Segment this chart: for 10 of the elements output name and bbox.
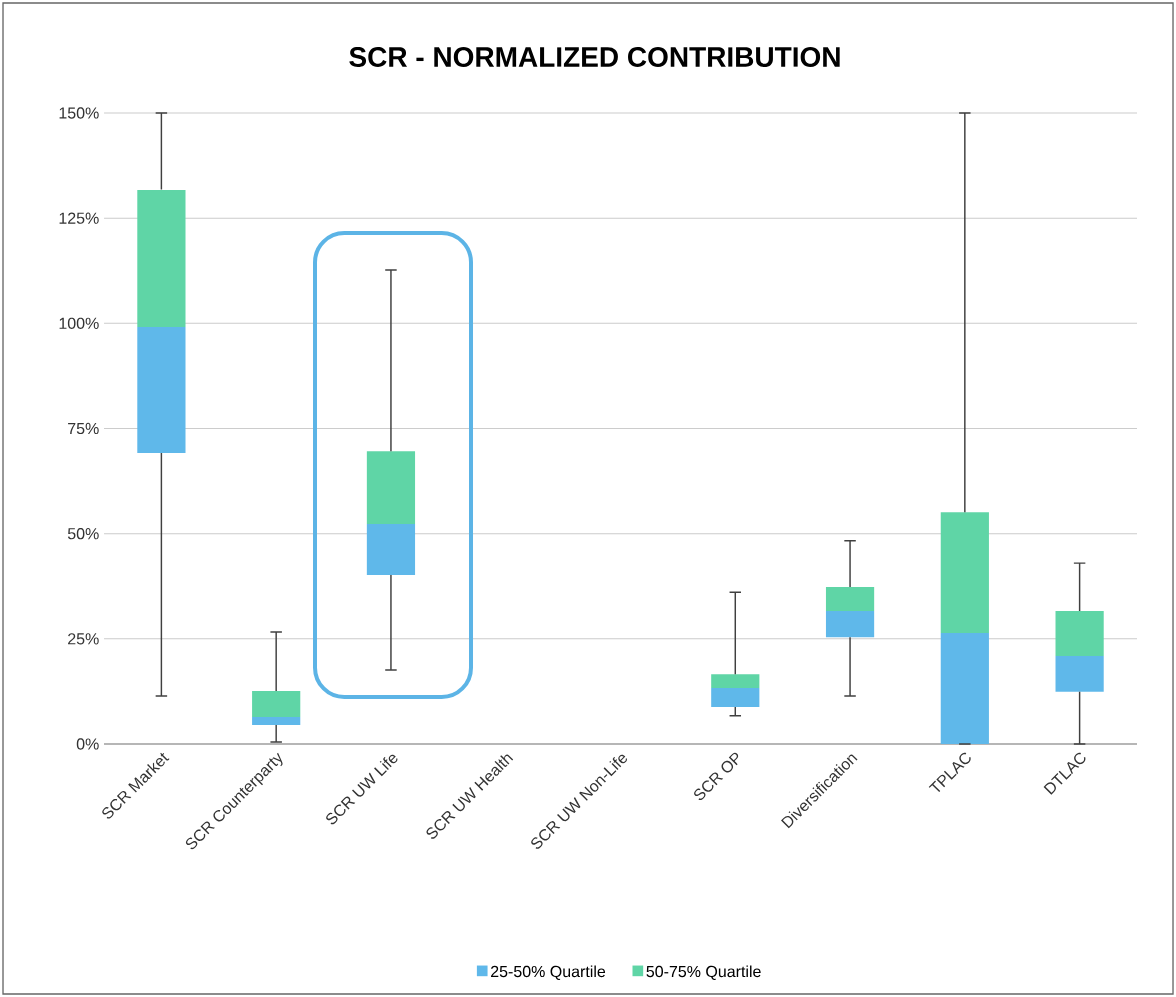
y-tick-label: 75% — [68, 422, 99, 435]
y-tick-label: 125% — [59, 212, 99, 224]
y-tick-label: 100% — [59, 317, 99, 329]
y-tick-label: 25% — [68, 633, 99, 645]
y-tick-label: 150% — [59, 107, 99, 119]
y-tick-label: 0% — [76, 738, 99, 750]
chart-title: SCR - NORMALIZED CONTRIBUTION — [349, 47, 840, 67]
y-tick-label: 50% — [67, 528, 99, 540]
legend-label: 50-75% Quartile — [646, 965, 761, 981]
legend-label: 25-50% Quartile — [491, 965, 606, 981]
